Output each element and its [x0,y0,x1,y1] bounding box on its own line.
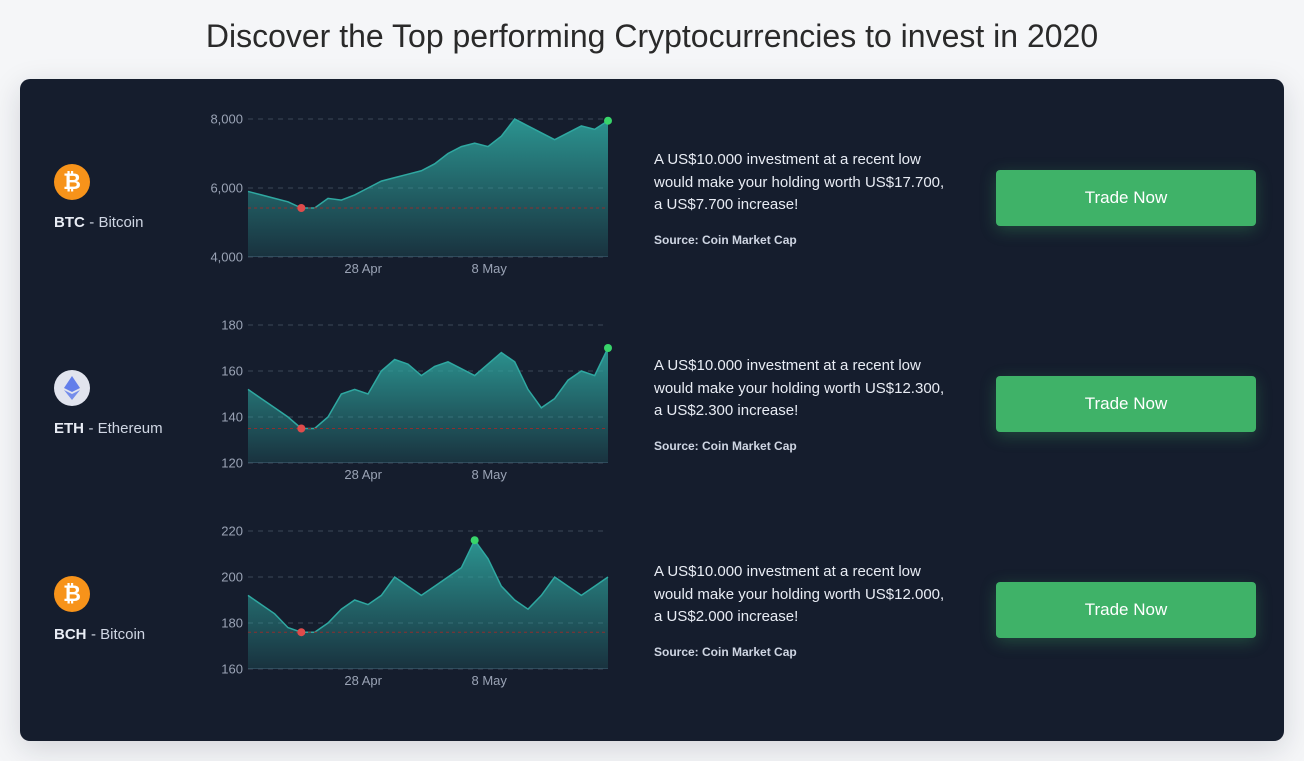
x-tick: 28 Apr [344,261,382,276]
investment-text: A US$10.000 investment at a recent low w… [654,561,946,629]
chart-plot [248,325,608,463]
y-tick: 220 [188,524,243,539]
coin-chart: 120 140 160 180 28 Apr 8 May [188,319,618,489]
y-tick: 120 [188,456,243,471]
coin-identity: ₿ BTC - Bitcoin [48,164,188,232]
chart-plot [248,119,608,257]
chart-plot [248,531,608,669]
bch-icon: ₿ [54,576,90,612]
coin-identity: ETH - Ethereum [48,370,188,438]
coin-row: ₿ BCH - Bitcoin 160 180 200 220 28 Apr 8 May… [48,507,1256,713]
x-tick: 28 Apr [344,673,382,688]
coin-name: - Bitcoin [91,626,145,643]
page-title: Discover the Top performing Cryptocurren… [0,0,1304,79]
coin-symbol: BCH [54,626,87,643]
cta-cell: Trade Now [976,582,1256,638]
y-tick: 180 [188,318,243,333]
x-tick: 8 May [471,467,506,482]
investment-text: A US$10.000 investment at a recent low w… [654,355,946,423]
y-tick: 200 [188,570,243,585]
y-tick: 8,000 [188,112,243,127]
coin-label: BCH - Bitcoin [54,626,188,644]
coin-chart: 160 180 200 220 28 Apr 8 May [188,525,618,695]
trade-now-button[interactable]: Trade Now [996,376,1256,432]
coin-identity: ₿ BCH - Bitcoin [48,576,188,644]
crypto-panel: ₿ BTC - Bitcoin 4,000 6,000 8,000 28 Apr 8 … [20,79,1284,741]
x-tick: 28 Apr [344,467,382,482]
coin-row: ₿ BTC - Bitcoin 4,000 6,000 8,000 28 Apr 8 … [48,95,1256,301]
y-tick: 160 [188,662,243,677]
coin-name: - Bitcoin [89,214,143,231]
source-text: Source: Coin Market Cap [654,439,946,453]
coin-symbol: BTC [54,214,85,231]
coin-label: ETH - Ethereum [54,420,188,438]
cta-cell: Trade Now [976,376,1256,432]
svg-text:₿: ₿ [63,169,81,194]
x-tick: 8 May [471,261,506,276]
source-text: Source: Coin Market Cap [654,645,946,659]
coin-description: A US$10.000 investment at a recent low w… [618,355,976,453]
y-tick: 160 [188,364,243,379]
svg-text:₿: ₿ [63,581,81,606]
eth-icon [54,370,90,406]
trade-now-button[interactable]: Trade Now [996,582,1256,638]
y-tick: 6,000 [188,181,243,196]
coin-symbol: ETH [54,420,84,437]
coin-chart: 4,000 6,000 8,000 28 Apr 8 May [188,113,618,283]
cta-cell: Trade Now [976,170,1256,226]
coin-description: A US$10.000 investment at a recent low w… [618,149,976,247]
trade-now-button[interactable]: Trade Now [996,170,1256,226]
y-tick: 180 [188,616,243,631]
coin-label: BTC - Bitcoin [54,214,188,232]
y-tick: 140 [188,410,243,425]
x-tick: 8 May [471,673,506,688]
coin-description: A US$10.000 investment at a recent low w… [618,561,976,659]
source-text: Source: Coin Market Cap [654,233,946,247]
y-tick: 4,000 [188,250,243,265]
btc-icon: ₿ [54,164,90,200]
investment-text: A US$10.000 investment at a recent low w… [654,149,946,217]
coin-name: - Ethereum [88,420,162,437]
coin-row: ETH - Ethereum 120140160180 28 Apr8 May … [48,301,1256,507]
